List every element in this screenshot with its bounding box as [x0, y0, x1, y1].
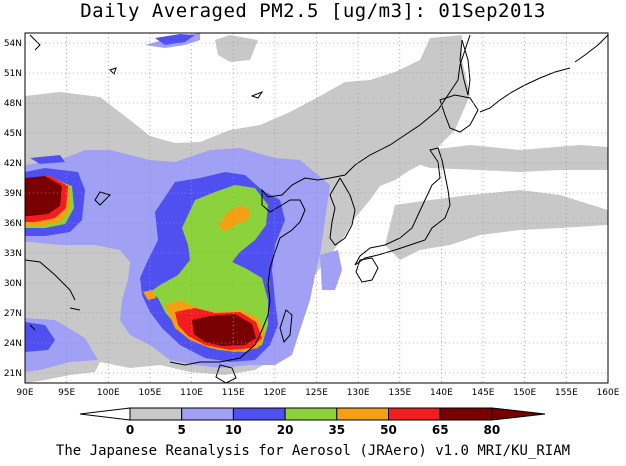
sakhalin — [459, 39, 471, 96]
lat-tick-labels: 54N 51N 48N 45N 42N 39N 36N 33N 30N 27N 24N 21N — [4, 39, 22, 379]
lon-tick-label: 150E — [513, 388, 536, 398]
map-title: Daily Averaged PM2.5 [ug/m3]: 01Sep2013 — [80, 0, 546, 22]
colorbar-level-label: 65 — [432, 423, 449, 437]
mongolia-outline — [94, 67, 264, 206]
lat-tick-label: 21N — [4, 369, 22, 379]
lon-tick-label: 120E — [263, 388, 286, 398]
level-50-65 — [143, 290, 156, 300]
colorbar: 0 5 10 20 35 50 65 80 — [79, 407, 546, 437]
colorbar-segment — [284, 407, 338, 421]
colorbar-segment — [129, 407, 183, 421]
lon-tick-label: 100E — [97, 388, 120, 398]
level-20-35 — [155, 34, 195, 45]
level-20-35 — [25, 322, 55, 352]
colorbar-segment — [336, 407, 389, 421]
colorbar-arrow-high — [491, 407, 546, 421]
lat-tick-label: 36N — [4, 219, 22, 229]
level-5-10 — [385, 190, 608, 260]
level-5-10 — [215, 35, 258, 62]
colorbar-segment — [388, 407, 441, 421]
colorbar-level-label: 10 — [225, 423, 242, 437]
lon-tick-label: 105E — [138, 388, 161, 398]
colorbar-level-label: 20 — [277, 423, 294, 437]
lat-tick-label: 33N — [4, 249, 22, 259]
lat-tick-label: 27N — [4, 309, 22, 319]
hainan — [215, 364, 237, 383]
lat-tick-label: 54N — [4, 39, 22, 49]
level-20-35 — [30, 155, 65, 164]
colorbar-segment — [181, 407, 234, 421]
colorbar-level-label: 50 — [380, 423, 397, 437]
lat-tick-label: 24N — [4, 339, 22, 349]
colorbar-level-label: 0 — [126, 423, 134, 437]
level-50-65 — [218, 205, 250, 232]
lon-tick-label: 110E — [180, 388, 203, 398]
map-frame — [24, 32, 609, 384]
japan-islands — [354, 147, 451, 266]
lon-tick-label: 135E — [388, 388, 411, 398]
lat-tick-label: 48N — [4, 99, 22, 109]
lon-tick-label: 95E — [58, 388, 75, 398]
lat-tick-label: 42N — [4, 159, 22, 169]
lon-tick-label: 130E — [347, 388, 370, 398]
korea-peninsula — [329, 177, 356, 246]
colorbar-level-label: 5 — [178, 423, 186, 437]
west-coast — [25, 259, 81, 331]
lat-tick-label: 45N — [4, 129, 22, 139]
lon-tick-label: 90E — [16, 388, 33, 398]
lon-tick-labels: 90E 95E 100E 105E 110E 115E 120E 125E 130E 135E 14… — [16, 388, 619, 398]
lon-tick-label: 115E — [222, 388, 245, 398]
lon-tick-label: 160E — [597, 388, 620, 398]
colorbar-level-label: 35 — [328, 423, 345, 437]
colorbar-arrow-low — [79, 407, 131, 421]
taiwan — [279, 309, 293, 344]
colorbar-segment — [232, 407, 286, 421]
level-10-20 — [320, 250, 342, 290]
colorbar-level-label: 80 — [484, 423, 501, 437]
lon-tick-label: 155E — [555, 388, 578, 398]
level-over-80 — [25, 176, 62, 216]
credit-line: The Japanese Reanalysis for Aerosol (JRA… — [55, 443, 571, 459]
lon-tick-label: 125E — [305, 388, 328, 398]
kyushu — [355, 257, 379, 283]
china-korea-coast — [169, 34, 608, 366]
lat-tick-label: 51N — [4, 69, 22, 79]
colorbar-segment — [439, 407, 493, 421]
lon-tick-label: 140E — [430, 388, 453, 398]
lon-tick-label: 145E — [472, 388, 495, 398]
coastlines — [25, 34, 608, 383]
level-5-10 — [400, 140, 608, 172]
lat-tick-label: 39N — [4, 189, 22, 199]
kuril-islands — [479, 67, 571, 113]
hokkaido — [439, 94, 479, 133]
lat-tick-label: 30N — [4, 279, 22, 289]
level-over-80 — [192, 314, 256, 346]
small-coast — [29, 34, 41, 51]
